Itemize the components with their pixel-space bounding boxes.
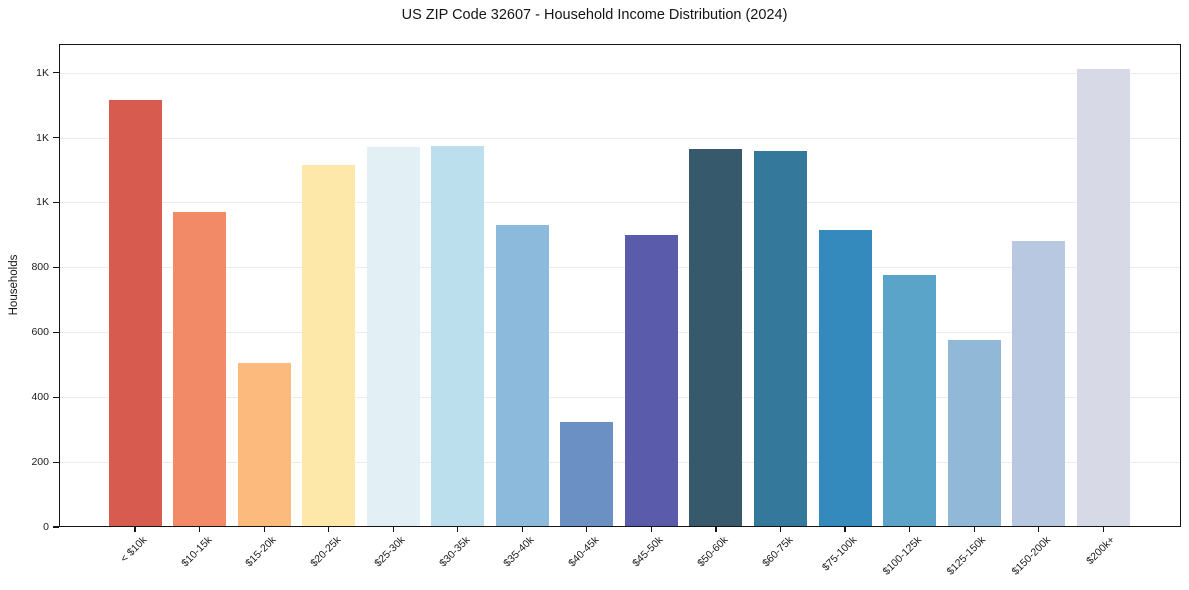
y-tick-mark (53, 331, 59, 333)
x-tick-label: $40-45k (565, 534, 602, 570)
y-tick-mark (53, 201, 59, 204)
y-tick-mark (53, 72, 59, 74)
bar (237, 363, 291, 527)
x-tick-label: $10-15k (178, 534, 214, 570)
bar (1076, 69, 1130, 527)
x-tick-mark (715, 527, 717, 532)
x-tick-mark (457, 527, 459, 532)
x-tick-mark (199, 527, 201, 532)
x-tick-mark (909, 527, 911, 532)
bar (689, 148, 743, 527)
x-tick-label: $30-35k (436, 534, 473, 570)
bar (560, 421, 614, 527)
y-tick-label: 1K (36, 196, 49, 209)
bar (366, 147, 420, 527)
x-tick-label: $20-25k (307, 534, 344, 570)
bar (431, 145, 485, 527)
y-tick-label: 1K (36, 66, 49, 79)
bar (173, 212, 227, 527)
x-tick-mark (328, 527, 330, 532)
bar (624, 234, 678, 527)
y-tick-label: 1K (36, 131, 49, 144)
y-tick-label: 800 (31, 261, 49, 274)
x-tick-label: $100-125k (880, 534, 925, 578)
x-tick-label: $75-100k (820, 534, 860, 574)
y-tick-label: 400 (31, 391, 49, 404)
x-tick-mark (779, 527, 782, 532)
y-tick-mark (53, 396, 59, 398)
x-tick-mark (973, 527, 975, 532)
bar (495, 225, 549, 527)
bar (883, 275, 937, 527)
gridline (60, 397, 1180, 399)
x-tick-mark (521, 527, 523, 532)
x-tick-label: $45-50k (630, 534, 666, 570)
y-tick-mark (53, 526, 59, 528)
y-tick-mark (53, 136, 59, 139)
x-tick-mark (586, 527, 588, 532)
gridline (60, 462, 1180, 464)
x-tick-mark (392, 527, 394, 532)
gridline (60, 332, 1180, 334)
x-tick-mark (134, 527, 136, 532)
gridline (60, 72, 1180, 74)
x-tick-label: < $10k (118, 534, 150, 565)
y-tick-mark (53, 461, 59, 463)
x-tick-mark (1102, 527, 1104, 532)
bar (818, 230, 872, 527)
x-tick-label: $15-20k (243, 534, 279, 570)
x-tick-label: $150-200k (1009, 534, 1054, 578)
x-tick-label: $200k+ (1084, 534, 1118, 568)
y-tick-mark (53, 266, 59, 268)
gridline (60, 202, 1180, 204)
gridline (60, 137, 1180, 139)
x-tick-mark (1038, 527, 1040, 532)
bar (754, 150, 807, 527)
bar (1012, 241, 1066, 527)
x-tick-label: $50-60k (695, 534, 731, 570)
chart-title: US ZIP Code 32607 - Household Income Dis… (401, 7, 788, 23)
x-tick-label: $35-40k (501, 534, 537, 570)
x-tick-mark (650, 527, 653, 532)
bar (302, 165, 356, 527)
x-tick-mark (263, 527, 265, 532)
x-tick-mark (844, 527, 846, 532)
x-tick-label: $25-30k (372, 534, 408, 570)
x-tick-label: $60-75k (759, 534, 795, 570)
y-tick-label: 600 (31, 326, 49, 339)
gridline (60, 267, 1180, 269)
y-tick-label: 200 (31, 456, 49, 469)
x-tick-label: $125-150k (945, 534, 989, 578)
bar (108, 100, 162, 527)
y-tick-label: 0 (43, 521, 49, 533)
bar (947, 340, 1001, 527)
